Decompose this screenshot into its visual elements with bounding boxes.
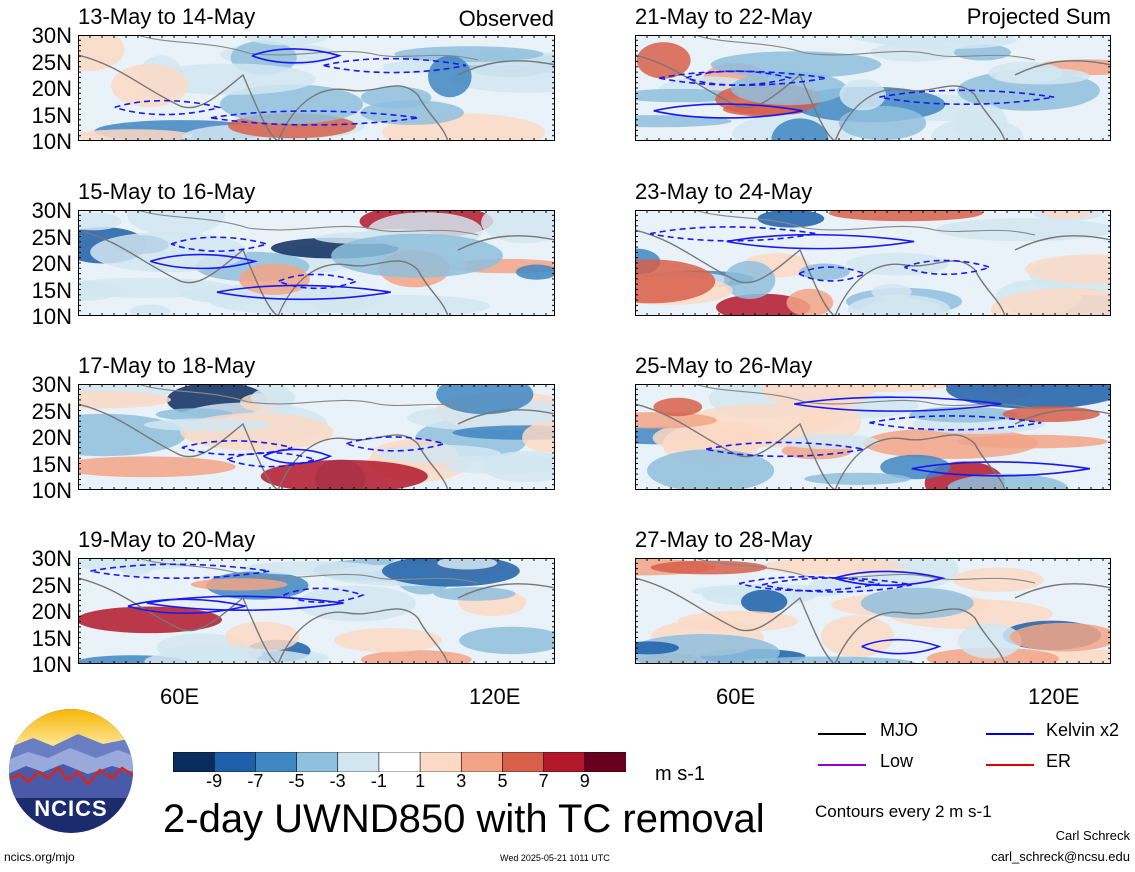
colorbar-label-6: 1 (415, 771, 426, 791)
map-field-left-2 (77, 209, 555, 317)
map-field-right-1 (634, 34, 1111, 142)
map-field-left-3 (77, 383, 555, 491)
lat-tick-20n-row3: 20N (31, 425, 72, 450)
colorbar-label-9: 7 (538, 771, 549, 791)
panel-title-right-3: 25-May to 26-May (635, 353, 813, 378)
legend-label-er: ER (1046, 751, 1072, 771)
lat-tick-30n-row2: 30N (31, 198, 72, 223)
panel-title-right-4: 27-May to 28-May (635, 527, 813, 552)
lat-tick-10n-row4: 10N (31, 652, 72, 677)
colorbar-label-2: -7 (247, 771, 264, 791)
lon-tick-60e-right: 60E (716, 684, 756, 709)
ncics-logo: NCICS (8, 708, 134, 834)
colorbar-swatch-1 (172, 751, 215, 773)
lat-tick-25n-row4: 25N (31, 572, 72, 598)
lat-tick-20n-row1: 20N (31, 76, 72, 101)
map-panel-left-3 (77, 383, 555, 491)
lon-tick-60e-left: 60E (160, 684, 200, 709)
lat-tick-30n-row3: 30N (31, 372, 72, 397)
colorbar-swatch-9 (502, 751, 545, 773)
lat-tick-20n-row4: 20N (31, 599, 72, 624)
lon-tick-120e-right: 120E (1028, 684, 1080, 709)
map-field-left-1 (77, 34, 555, 142)
colorbar-swatch-5 (337, 751, 380, 773)
lat-tick-10n-row2: 10N (31, 304, 72, 329)
contour-note: Contours every 2 m s-1 (815, 802, 992, 821)
lat-tick-15n-row2: 15N (31, 277, 72, 303)
colorbar-label-7: 3 (456, 771, 467, 791)
colorbar-label-1: -9 (206, 771, 223, 791)
map-panel-left-2 (77, 209, 555, 317)
lat-tick-25n-row2: 25N (31, 224, 72, 250)
lat-tick-30n-row4: 30N (31, 546, 72, 571)
email[interactable]: carl_schreck@ncsu.edu (991, 849, 1130, 864)
site-link[interactable]: ncics.org/mjo (4, 850, 75, 864)
main-title: 2-day UWND850 with TC removal (163, 797, 765, 841)
legend-line-low (818, 764, 866, 766)
colorbar-label-5: -1 (370, 771, 387, 791)
colorbar-label-3: -5 (288, 771, 305, 791)
legend-line-kelvin (986, 733, 1034, 735)
ncics-logo-icon (9, 709, 133, 833)
panel-title-right-1: 21-May to 22-May (635, 4, 813, 29)
lat-tick-25n-row3: 25N (31, 398, 72, 424)
map-panel-left-4 (77, 557, 555, 665)
legend-line-er (986, 764, 1034, 766)
map-panel-left-1 (77, 34, 555, 142)
lat-tick-15n-row3: 15N (31, 451, 72, 477)
panel-title-right-2: 23-May to 24-May (635, 179, 813, 204)
legend-label-low: Low (880, 751, 914, 771)
colorbar-swatch-2 (213, 751, 257, 773)
colorbar-label-10: 9 (579, 771, 590, 791)
map-panel-right-3 (634, 383, 1111, 491)
colorbar-swatch-4 (296, 751, 339, 773)
lat-tick-10n-row1: 10N (31, 129, 72, 154)
colorbar-label-4: -3 (329, 771, 346, 791)
colorbar-swatch-11 (584, 751, 627, 773)
lat-tick-25n-row1: 25N (31, 49, 72, 75)
colorbar (172, 751, 627, 773)
map-field-left-4 (77, 557, 555, 665)
legend-line-mjo (818, 733, 866, 735)
projected-sum-label: Projected Sum (966, 4, 1111, 29)
map-panel-right-2 (634, 209, 1111, 317)
lat-tick-10n-row3: 10N (31, 478, 72, 503)
map-field-right-3 (634, 383, 1111, 491)
legend-label-mjo: MJO (880, 720, 918, 740)
colorbar-swatch-7 (419, 751, 463, 773)
logo-text: NCICS (34, 796, 108, 821)
colorbar-units: m s-1 (655, 763, 705, 785)
map-panel-right-1 (634, 34, 1111, 142)
colorbar-swatch-10 (543, 751, 586, 773)
colorbar-swatch-6 (378, 751, 421, 773)
panel-title-left-2: 15-May to 16-May (78, 179, 256, 204)
observed-label: Observed (458, 6, 554, 31)
timestamp: Wed 2025-05-21 1011 UTC (500, 853, 610, 863)
author: Carl Schreck (1055, 828, 1130, 843)
colorbar-swatch-3 (255, 751, 298, 773)
colorbar-swatch-8 (460, 751, 504, 773)
panel-title-left-3: 17-May to 18-May (78, 353, 256, 378)
map-field-right-4 (634, 557, 1111, 665)
lat-tick-20n-row2: 20N (31, 251, 72, 276)
lat-tick-15n-row1: 15N (31, 102, 72, 128)
colorbar-swatches (172, 751, 627, 773)
panel-title-left-4: 19-May to 20-May (78, 527, 256, 552)
colorbar-label-8: 5 (497, 771, 508, 791)
lon-tick-120e-left: 120E (469, 684, 521, 709)
map-field-right-2 (634, 209, 1111, 317)
lat-tick-15n-row4: 15N (31, 625, 72, 651)
map-panel-right-4 (634, 557, 1111, 665)
legend-label-kelvin: Kelvin x2 (1046, 720, 1120, 740)
panel-title-left-1: 13-May to 14-May (78, 4, 256, 29)
lat-tick-30n-row1: 30N (31, 23, 72, 48)
